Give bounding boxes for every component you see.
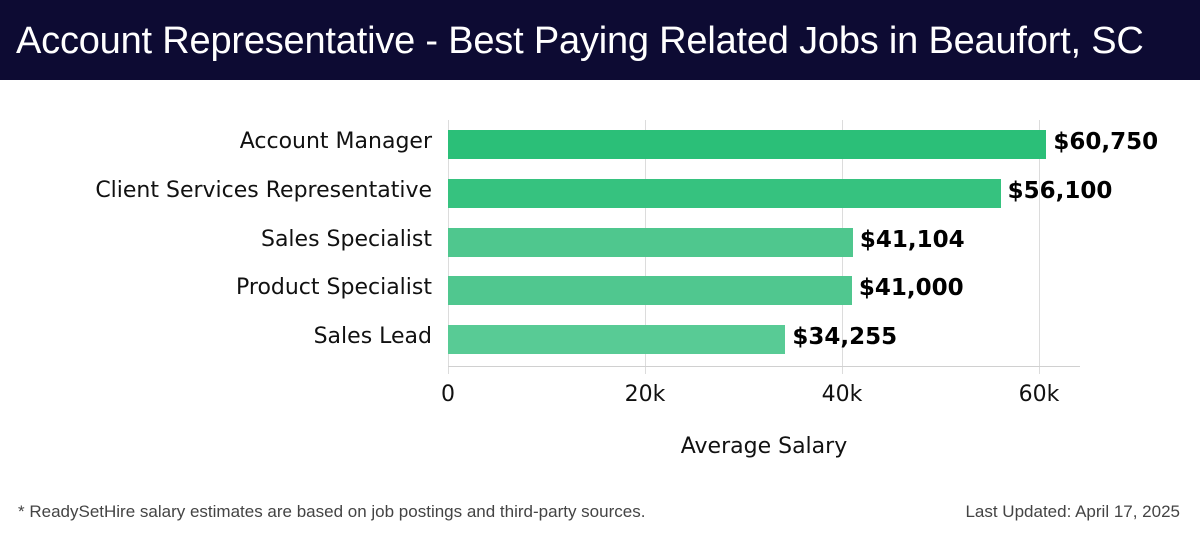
x-tick-label: 60k <box>1018 382 1060 407</box>
bar <box>448 325 786 354</box>
category-label: Client Services Representative <box>95 178 432 203</box>
bar <box>448 228 853 257</box>
category-label: Account Manager <box>239 129 432 154</box>
x-tick-label: 40k <box>821 382 863 407</box>
last-updated: Last Updated: April 17, 2025 <box>965 502 1180 521</box>
bar <box>448 276 852 305</box>
bar <box>448 130 1047 159</box>
page-title: Account Representative - Best Paying Rel… <box>16 20 1144 62</box>
x-tick-label: 20k <box>624 382 666 407</box>
x-axis-label: Average Salary <box>680 434 848 459</box>
bar <box>448 179 1001 208</box>
bar-value-label: $34,255 <box>792 324 898 350</box>
x-tick-label: 0 <box>441 382 455 407</box>
category-label: Product Specialist <box>236 275 432 300</box>
category-label: Sales Lead <box>313 324 432 349</box>
bar-value-label: $60,750 <box>1053 129 1159 155</box>
footnote: * ReadySetHire salary estimates are base… <box>18 502 646 521</box>
bar-value-label: $41,104 <box>859 227 965 253</box>
x-axis-line <box>448 366 1080 367</box>
bar-value-label: $41,000 <box>858 275 964 301</box>
plot-area: $60,750 $56,100 $41,104 $41,000 $34,255 <box>448 120 1158 374</box>
bar-value-label: $56,100 <box>1007 178 1113 204</box>
title-bar: Account Representative - Best Paying Rel… <box>0 0 1200 80</box>
category-label: Sales Specialist <box>260 227 432 252</box>
gridline <box>1039 120 1040 374</box>
